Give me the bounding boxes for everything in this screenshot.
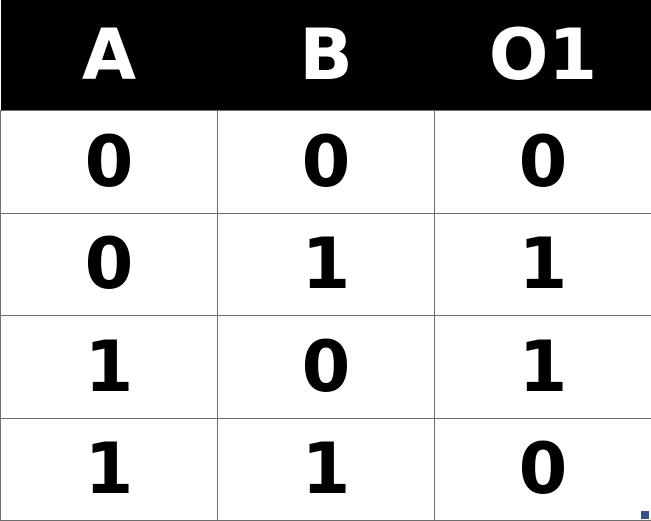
table-cell[interactable]: 1 (0, 315, 218, 419)
column-header-b: B (217, 0, 435, 111)
table-resize-handle[interactable] (641, 511, 649, 519)
column-header-o1: O1 (434, 0, 651, 111)
table-row: 0 1 1 (0, 212, 651, 316)
table-cell[interactable]: 1 (0, 417, 218, 521)
table-cell[interactable]: 1 (217, 212, 435, 316)
header-row: A B O1 (0, 0, 651, 111)
table-cell[interactable]: 0 (0, 110, 218, 214)
table-row: 1 1 0 (0, 417, 651, 521)
table-row: 1 0 1 (0, 315, 651, 419)
table-row: 0 0 0 (0, 110, 651, 214)
column-header-a: A (0, 0, 218, 111)
table-cell[interactable]: 0 (217, 315, 435, 419)
table-cell[interactable]: 1 (434, 315, 651, 419)
table-cell[interactable]: 1 (434, 212, 651, 316)
table-cell[interactable]: 1 (217, 417, 435, 521)
table-cell[interactable]: 0 (434, 110, 651, 214)
table-cell[interactable]: 0 (434, 417, 651, 521)
table-cell[interactable]: 0 (0, 212, 218, 316)
table-cell[interactable]: 0 (217, 110, 435, 214)
